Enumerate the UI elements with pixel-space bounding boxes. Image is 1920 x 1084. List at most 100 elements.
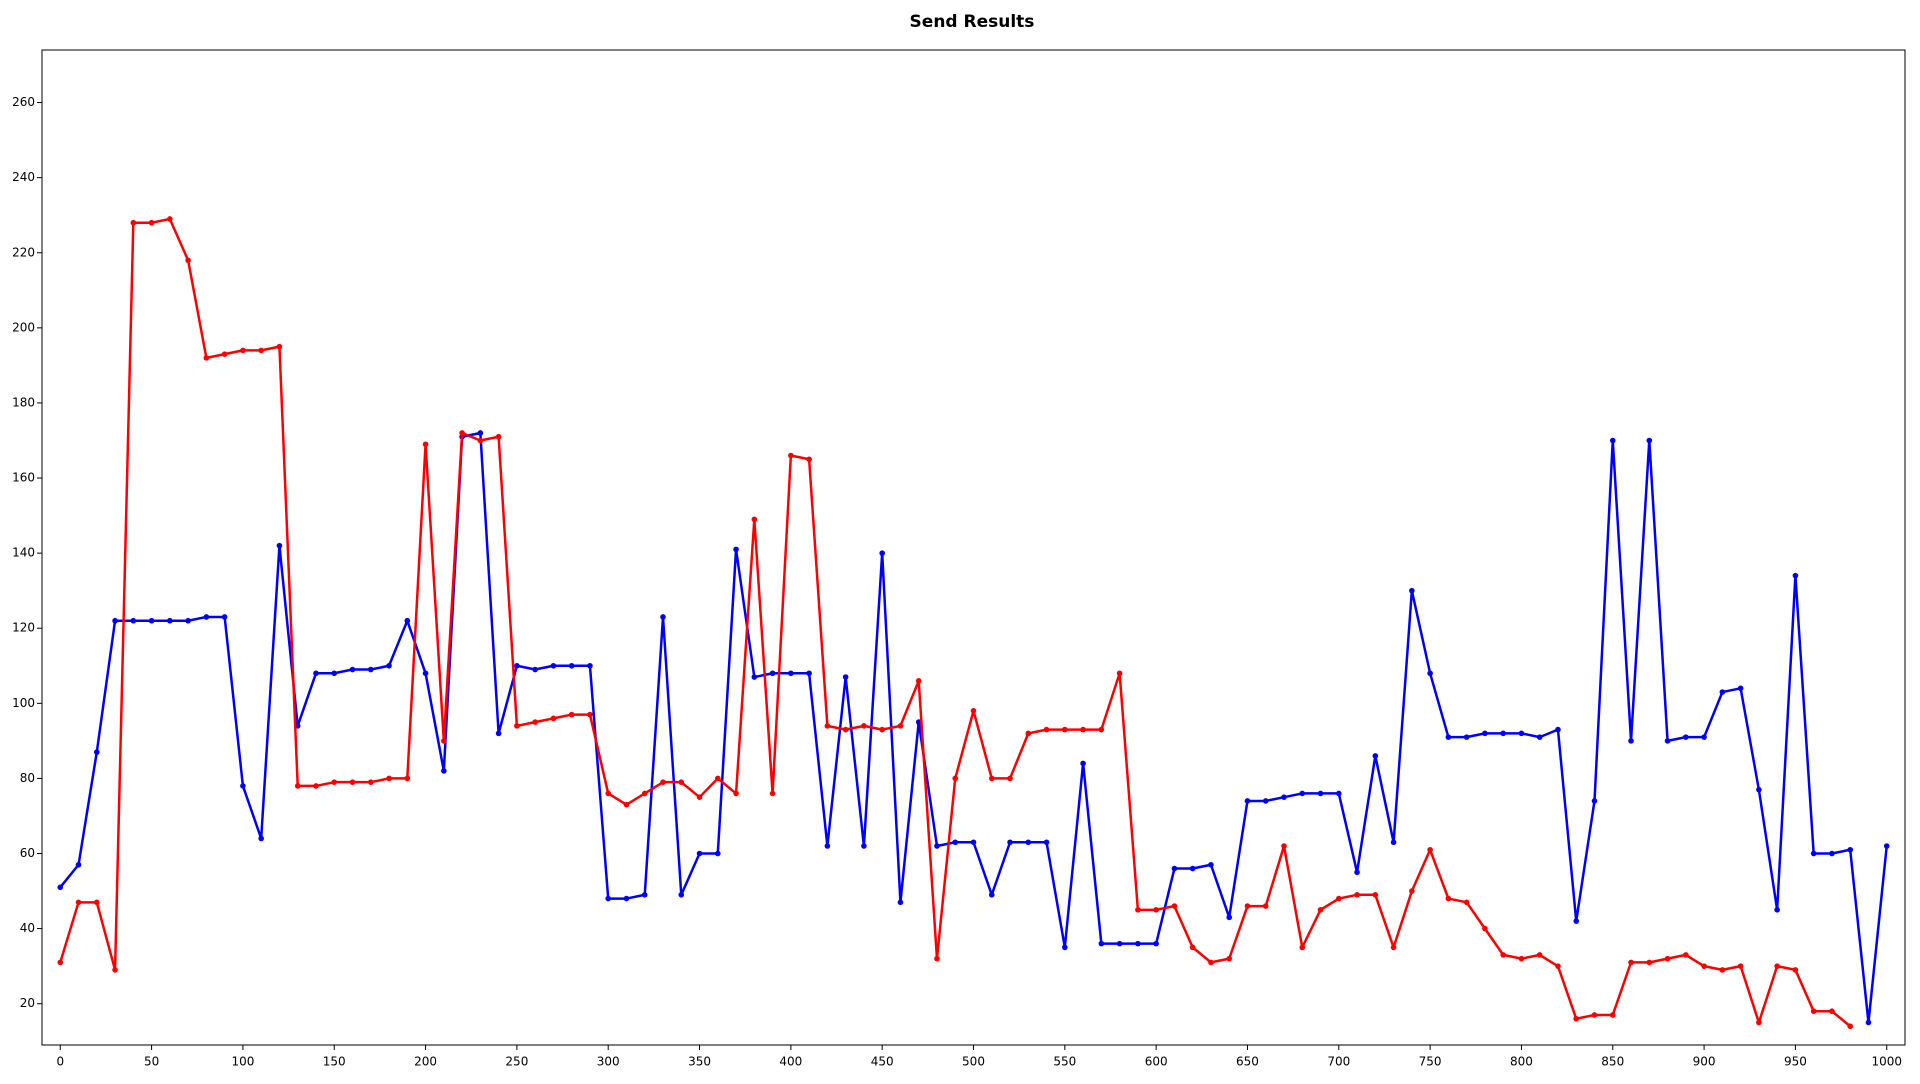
x-tick-label: 550 <box>1053 1055 1076 1069</box>
data-point <box>934 955 940 962</box>
data-point <box>1189 865 1196 872</box>
data-point <box>660 779 666 785</box>
x-tick-label: 0 <box>56 1055 64 1069</box>
data-point <box>1171 903 1178 909</box>
data-point <box>130 617 137 624</box>
data-point <box>1153 907 1159 913</box>
y-tick-label: 80 <box>20 771 35 785</box>
data-point <box>1847 1023 1854 1030</box>
data-point <box>1025 730 1032 737</box>
data-point <box>915 677 922 684</box>
data-point <box>1792 572 1799 579</box>
x-tick-label: 200 <box>414 1055 437 1069</box>
data-point <box>1591 798 1598 804</box>
data-point <box>349 779 356 785</box>
data-point <box>1007 775 1013 782</box>
data-point <box>988 775 995 782</box>
y-tick-label: 200 <box>12 320 35 334</box>
data-point <box>1427 846 1433 853</box>
data-point <box>952 839 959 846</box>
data-point <box>532 666 538 673</box>
data-point <box>1335 895 1342 902</box>
y-tick-label: 120 <box>12 621 35 635</box>
data-point <box>1372 892 1379 898</box>
data-point <box>331 670 338 677</box>
data-point <box>331 779 338 785</box>
data-point <box>1701 963 1707 969</box>
data-point <box>1683 734 1689 740</box>
data-point <box>1500 730 1506 737</box>
data-point <box>806 456 812 463</box>
data-point <box>1427 670 1433 677</box>
data-point <box>1208 959 1214 966</box>
y-tick-label: 180 <box>12 395 35 409</box>
data-point <box>1226 955 1233 962</box>
data-point <box>1098 940 1105 947</box>
data-point <box>1664 738 1671 744</box>
data-point <box>1573 918 1580 924</box>
data-point <box>313 783 319 789</box>
data-point <box>258 835 264 842</box>
data-point <box>514 662 520 669</box>
data-point <box>587 711 593 718</box>
data-point <box>1555 963 1561 969</box>
data-point <box>1262 903 1269 909</box>
data-point <box>221 614 228 620</box>
y-tick-label: 220 <box>12 245 35 259</box>
data-point <box>1262 798 1269 804</box>
data-point <box>769 790 776 797</box>
data-point <box>258 347 264 354</box>
data-point <box>1372 753 1379 759</box>
data-point <box>1445 895 1452 902</box>
data-point <box>1409 888 1415 894</box>
data-point <box>1628 738 1634 744</box>
data-point <box>696 794 703 800</box>
y-tick-label: 160 <box>12 471 35 485</box>
data-point <box>1116 940 1123 947</box>
data-point <box>93 749 100 755</box>
x-tick-label: 750 <box>1419 1055 1442 1069</box>
data-point <box>696 850 703 857</box>
data-point <box>660 614 666 620</box>
data-point <box>404 617 411 624</box>
data-point <box>1628 959 1634 966</box>
data-point <box>1865 1019 1872 1026</box>
data-point <box>112 967 118 973</box>
data-point <box>1536 734 1543 740</box>
plot-frame <box>41 49 1906 1046</box>
data-point <box>148 617 155 624</box>
data-point <box>1244 903 1251 909</box>
data-point <box>842 674 849 680</box>
data-point <box>824 723 831 729</box>
data-point <box>824 843 831 849</box>
data-point <box>386 662 392 669</box>
data-point <box>568 662 575 669</box>
data-point <box>1810 1008 1817 1015</box>
x-tick-label: 950 <box>1784 1055 1807 1069</box>
data-point <box>1774 963 1780 969</box>
data-point <box>788 452 794 459</box>
x-tick-label: 650 <box>1236 1055 1259 1069</box>
data-point <box>970 708 977 714</box>
data-point <box>386 775 392 782</box>
data-point <box>422 670 429 677</box>
data-point <box>1043 726 1050 733</box>
data-point <box>1500 952 1506 958</box>
x-tick-label: 800 <box>1510 1055 1533 1069</box>
data-point <box>240 783 246 789</box>
data-point <box>1208 861 1214 868</box>
data-point <box>130 219 137 226</box>
data-point <box>240 347 246 354</box>
data-point <box>1390 944 1397 951</box>
data-point <box>1098 726 1105 733</box>
data-point <box>514 723 520 729</box>
data-point <box>1646 437 1653 444</box>
data-point <box>678 779 685 785</box>
data-point <box>623 895 630 902</box>
data-point <box>970 839 977 846</box>
chart-title: Send Results <box>910 12 1035 32</box>
data-point <box>1792 967 1799 973</box>
data-point <box>1043 839 1050 846</box>
data-point <box>1062 726 1068 733</box>
